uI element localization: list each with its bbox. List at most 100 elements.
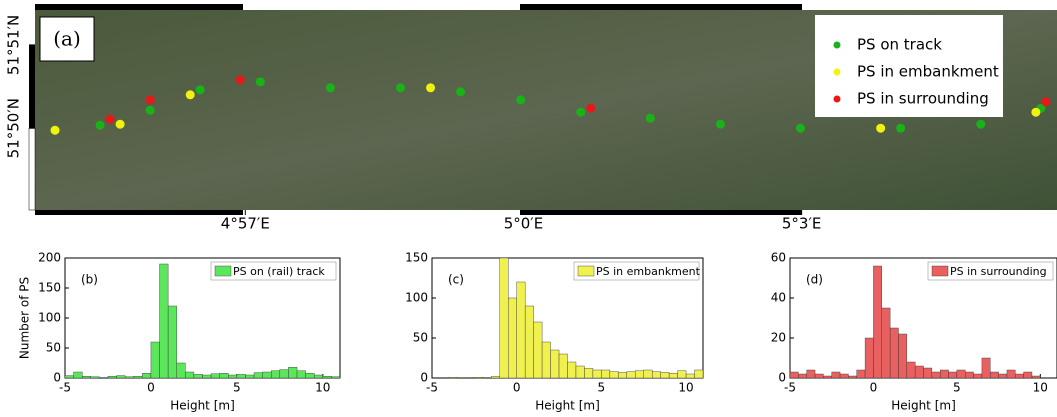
x-tick-label: 0	[147, 381, 155, 395]
histogram-bar	[1015, 374, 1023, 378]
ps-point	[576, 108, 585, 117]
histogram-bar	[280, 370, 289, 378]
ps-point	[516, 95, 525, 104]
ps-point	[186, 90, 195, 99]
x-tick-label: -5	[426, 381, 438, 395]
histogram-bar	[798, 374, 806, 378]
histogram-bar	[314, 375, 323, 378]
histogram-bar	[65, 376, 74, 378]
y-tick-label: 200	[38, 251, 61, 265]
histogram-bar	[924, 368, 932, 378]
histogram-bar	[323, 376, 332, 378]
histogram-bar	[940, 370, 948, 378]
ps-point	[196, 85, 205, 94]
ps-point	[1031, 108, 1040, 117]
ps-point	[646, 114, 655, 123]
histogram-bar	[125, 377, 134, 378]
legend-swatch	[932, 266, 948, 276]
ps-point	[976, 120, 985, 129]
histogram-bar	[559, 354, 567, 378]
histogram-bar	[593, 370, 601, 378]
x-tick-label: 10	[678, 381, 693, 395]
y-tick-label: 20	[771, 331, 786, 345]
figure: 4°57′E5°0′E5°3′E51°50′N51°51′N(a)PS on t…	[0, 0, 1057, 417]
y-tick-label: 40	[771, 291, 786, 305]
y-axis-label: Number of PS	[18, 277, 32, 359]
histogram-bar	[601, 370, 609, 378]
histogram-bar	[652, 372, 660, 378]
legend-swatch	[578, 266, 594, 276]
histogram-bar	[999, 374, 1007, 378]
histogram-bar	[873, 266, 881, 378]
histogram-bar	[610, 372, 618, 378]
y-tick-label: 50	[413, 331, 428, 345]
map-frame	[520, 210, 802, 215]
y-tick-label: 51°51′N	[5, 15, 23, 75]
histogram-bar	[635, 371, 643, 378]
x-tick-label: -5	[784, 381, 796, 395]
histogram-bar	[168, 306, 177, 378]
histogram-bar	[568, 362, 576, 378]
legend-marker	[834, 69, 841, 76]
map-frame	[29, 45, 35, 128]
ps-point	[716, 120, 725, 129]
x-tick-label: 10	[315, 381, 330, 395]
legend-label: PS in embankment	[596, 265, 701, 278]
legend-marker	[834, 96, 841, 103]
histogram-bar	[108, 376, 117, 378]
x-tick-label: 0	[513, 381, 521, 395]
histogram-bar	[790, 372, 798, 378]
x-axis-label: Height [m]	[535, 399, 600, 413]
histogram-bar	[865, 338, 873, 378]
ps-point	[116, 120, 125, 129]
histogram-bar	[932, 372, 940, 378]
histogram-bar	[474, 377, 482, 378]
y-tick-label: 100	[38, 311, 61, 325]
histogram-bar	[915, 366, 923, 378]
histogram-bar	[177, 363, 186, 378]
histogram-bar	[1032, 376, 1040, 378]
histogram-bar	[134, 376, 143, 378]
legend-label: PS on track	[857, 36, 942, 54]
map-frame	[35, 4, 243, 10]
histogram-bar	[678, 371, 686, 378]
ps-point	[796, 124, 805, 133]
legend-label: PS on (rail) track	[233, 265, 325, 278]
histogram-bar	[288, 367, 297, 378]
histogram-bar	[449, 377, 457, 378]
panel-label: (c)	[448, 273, 464, 287]
histogram-bar	[1007, 370, 1015, 378]
ps-point	[96, 121, 105, 130]
map-frame	[29, 128, 35, 210]
ps-point	[456, 87, 465, 96]
histogram-bar	[974, 374, 982, 378]
histogram-bar	[576, 366, 584, 378]
legend-label: PS in surrounding	[950, 265, 1047, 278]
y-tick-label: 60	[771, 251, 786, 265]
x-tick-label: 5	[233, 381, 241, 395]
x-tick-label: 4°57′E	[221, 215, 270, 233]
histogram-bar	[517, 282, 525, 378]
x-tick-label: 5	[953, 381, 961, 395]
histogram-bar	[508, 298, 516, 378]
panel-label: (b)	[81, 273, 98, 287]
histogram-bar	[832, 372, 840, 378]
histogram-bar	[254, 373, 263, 378]
histogram-bar	[848, 376, 856, 378]
histogram-bar	[160, 264, 169, 378]
histogram-bar	[669, 373, 677, 378]
histogram-bar	[644, 370, 652, 378]
histogram-bar	[551, 350, 559, 378]
legend-label: PS in embankment	[857, 63, 999, 81]
histogram-bar	[82, 376, 91, 378]
ps-point	[236, 75, 245, 84]
legend-swatch	[215, 266, 231, 276]
histogram-bar	[982, 358, 990, 378]
histogram-bar	[185, 372, 194, 378]
histogram-bar	[263, 372, 272, 378]
histogram-bar	[584, 368, 592, 378]
y-tick-label: 51°50′N	[5, 98, 23, 158]
histogram-bar	[74, 372, 83, 378]
histogram-bar	[823, 376, 831, 378]
histogram-bar	[245, 375, 254, 378]
